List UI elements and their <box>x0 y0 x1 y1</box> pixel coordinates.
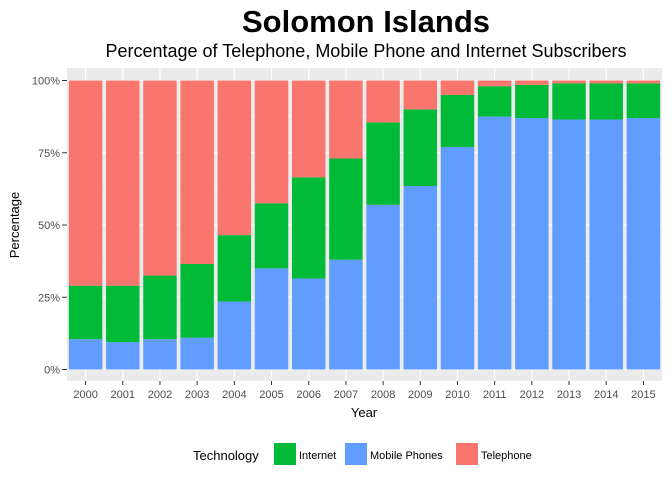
x-tick-label: 2005 <box>259 389 283 401</box>
bar-telephone-2011 <box>477 80 512 87</box>
y-tick-label: 100% <box>32 76 60 88</box>
bar-internet-2011 <box>477 86 512 117</box>
bar-mobile-phones-2001 <box>106 342 140 370</box>
x-tick-label: 2000 <box>73 389 97 401</box>
bar-mobile-phones-2015 <box>626 118 661 370</box>
x-tick-label: 2014 <box>594 389 618 401</box>
bar-internet-2008 <box>366 122 400 205</box>
y-tick-label: 75% <box>38 148 60 160</box>
x-tick-label: 2011 <box>483 389 507 401</box>
x-tick-label: 2001 <box>111 389 135 401</box>
bar-internet-2003 <box>180 264 214 338</box>
bar-mobile-phones-2005 <box>254 268 289 370</box>
bar-mobile-phones-2011 <box>477 116 512 370</box>
legend-label-telephone: Telephone <box>481 450 532 462</box>
bar-internet-2006 <box>291 177 326 279</box>
bar-telephone-2005 <box>254 80 289 204</box>
x-axis-title: Year <box>351 405 378 420</box>
legend: Technology Internet Mobile Phones Telephon… <box>193 443 532 465</box>
y-axis-title: Percentage <box>7 192 22 259</box>
bar-telephone-2004 <box>217 80 252 236</box>
x-tick-label: 2004 <box>222 389 246 401</box>
chart-title: Solomon Islands <box>242 4 490 39</box>
x-tick-label: 2010 <box>445 389 469 401</box>
bar-telephone-2010 <box>440 80 475 95</box>
bar-internet-2010 <box>440 94 475 147</box>
x-tick-label: 2003 <box>185 389 209 401</box>
bar-mobile-phones-2009 <box>403 185 438 370</box>
chart-subtitle: Percentage of Telephone, Mobile Phone an… <box>105 41 626 61</box>
x-tick-label: 2002 <box>148 389 172 401</box>
bar-mobile-phones-2007 <box>329 259 363 370</box>
bar-mobile-phones-2008 <box>366 204 400 370</box>
bar-telephone-2009 <box>403 80 438 110</box>
bar-internet-2002 <box>143 275 177 340</box>
bar-internet-2014 <box>589 83 623 120</box>
bar-internet-2001 <box>106 285 140 343</box>
bar-internet-2000 <box>68 285 103 340</box>
bar-internet-2005 <box>254 203 289 269</box>
bar-telephone-2002 <box>143 80 177 276</box>
x-tick-label: 2008 <box>371 389 395 401</box>
legend-key-mobile-phones <box>345 443 367 465</box>
y-tick-label: 50% <box>38 220 60 232</box>
bar-telephone-2014 <box>589 80 623 84</box>
legend-label-internet: Internet <box>299 450 336 462</box>
bars <box>68 80 661 370</box>
bar-telephone-2012 <box>515 80 549 85</box>
bar-mobile-phones-2013 <box>552 119 586 370</box>
bar-telephone-2008 <box>366 80 400 123</box>
x-tick-label: 2009 <box>408 389 432 401</box>
bar-mobile-phones-2010 <box>440 146 475 370</box>
bar-mobile-phones-2012 <box>515 118 549 370</box>
x-tick-label: 2013 <box>557 389 581 401</box>
legend-label-mobile-phones: Mobile Phones <box>370 450 443 462</box>
bar-internet-2009 <box>403 109 438 186</box>
x-tick-label: 2007 <box>334 389 358 401</box>
bar-telephone-2001 <box>106 80 140 286</box>
y-tick-label: 25% <box>38 292 60 304</box>
bar-telephone-2003 <box>180 80 214 265</box>
bar-mobile-phones-2006 <box>291 278 326 370</box>
y-tick-label: 0% <box>44 365 60 377</box>
bar-internet-2004 <box>217 235 252 302</box>
bar-internet-2013 <box>552 83 586 120</box>
y-axis-ticks: 0% 25% 50% 75% 100% <box>32 76 67 377</box>
x-tick-label: 2006 <box>296 389 320 401</box>
bar-telephone-2013 <box>552 80 586 84</box>
bar-mobile-phones-2004 <box>217 301 252 370</box>
bar-telephone-2006 <box>291 80 326 178</box>
legend-key-internet <box>274 443 296 465</box>
bar-internet-2015 <box>626 83 661 119</box>
bar-mobile-phones-2014 <box>589 119 623 370</box>
bar-mobile-phones-2000 <box>68 339 103 370</box>
x-tick-label: 2012 <box>520 389 544 401</box>
bar-telephone-2007 <box>329 80 363 159</box>
x-tick-label: 2015 <box>631 389 655 401</box>
legend-key-telephone <box>456 443 478 465</box>
bar-mobile-phones-2003 <box>180 337 214 370</box>
bar-telephone-2015 <box>626 80 661 84</box>
bar-mobile-phones-2002 <box>143 339 177 370</box>
bar-telephone-2000 <box>68 80 103 286</box>
legend-title: Technology <box>193 448 259 463</box>
bar-internet-2012 <box>515 84 549 119</box>
bar-internet-2007 <box>329 158 363 260</box>
x-axis-ticks: 2000 2001 2002 2003 2004 2005 2006 2007 2008 2009… <box>73 381 656 401</box>
